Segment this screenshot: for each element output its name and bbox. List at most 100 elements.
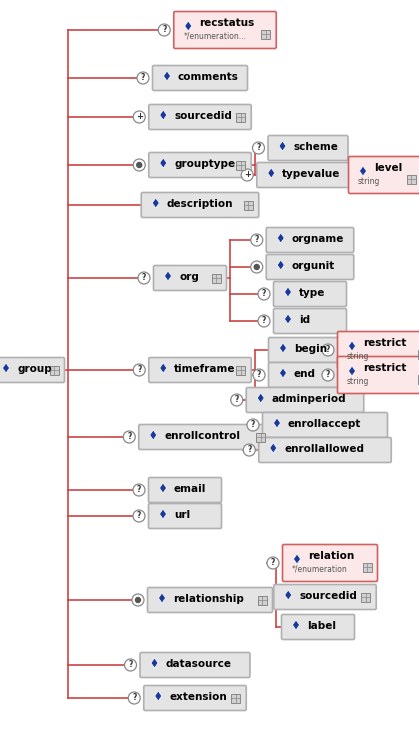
Polygon shape: [152, 198, 159, 208]
Text: ?: ?: [127, 432, 132, 441]
Text: string: string: [347, 351, 370, 360]
Polygon shape: [292, 620, 300, 630]
Circle shape: [254, 265, 259, 270]
FancyBboxPatch shape: [282, 545, 378, 581]
FancyBboxPatch shape: [417, 350, 419, 359]
Text: ?: ?: [326, 345, 330, 354]
Text: email: email: [174, 484, 207, 494]
Text: extension: extension: [169, 692, 227, 702]
FancyBboxPatch shape: [149, 357, 251, 382]
Text: url: url: [174, 510, 190, 520]
Text: ?: ?: [137, 365, 142, 374]
Text: ?: ?: [137, 485, 141, 494]
Polygon shape: [163, 71, 171, 81]
Polygon shape: [279, 343, 287, 353]
Text: */enumeration...: */enumeration...: [183, 32, 246, 40]
Polygon shape: [160, 363, 167, 373]
Polygon shape: [360, 166, 367, 176]
Text: label: label: [307, 621, 336, 631]
FancyBboxPatch shape: [153, 65, 248, 90]
Text: restrict: restrict: [363, 363, 406, 373]
FancyBboxPatch shape: [141, 193, 259, 218]
Circle shape: [133, 364, 145, 376]
Polygon shape: [158, 593, 166, 603]
Circle shape: [258, 315, 270, 327]
FancyBboxPatch shape: [406, 174, 416, 184]
FancyBboxPatch shape: [282, 614, 354, 639]
Circle shape: [258, 288, 270, 300]
Text: id: id: [299, 315, 310, 325]
Text: ?: ?: [257, 370, 261, 379]
FancyBboxPatch shape: [140, 653, 250, 678]
Text: relation: relation: [308, 551, 354, 561]
Circle shape: [138, 272, 150, 284]
Text: ?: ?: [128, 660, 133, 669]
Text: ?: ?: [247, 445, 251, 454]
Polygon shape: [274, 418, 280, 428]
FancyBboxPatch shape: [266, 228, 354, 253]
Text: ?: ?: [141, 73, 145, 82]
FancyBboxPatch shape: [212, 273, 220, 282]
Circle shape: [253, 369, 265, 381]
Text: org: org: [179, 272, 199, 282]
FancyBboxPatch shape: [0, 357, 65, 382]
FancyBboxPatch shape: [231, 694, 240, 703]
FancyBboxPatch shape: [266, 254, 354, 279]
Polygon shape: [3, 363, 10, 373]
Polygon shape: [268, 168, 275, 178]
Text: typevalue: typevalue: [282, 169, 341, 179]
Text: scheme: scheme: [293, 142, 339, 152]
Circle shape: [247, 419, 259, 431]
Circle shape: [135, 598, 140, 603]
FancyBboxPatch shape: [49, 365, 59, 375]
Text: ?: ?: [235, 395, 239, 404]
Text: ?: ?: [142, 273, 146, 282]
FancyBboxPatch shape: [149, 152, 251, 177]
FancyBboxPatch shape: [361, 592, 370, 601]
Text: ?: ?: [137, 511, 141, 520]
FancyBboxPatch shape: [269, 362, 341, 387]
Text: ?: ?: [256, 143, 261, 152]
FancyBboxPatch shape: [153, 265, 227, 290]
Text: relationship: relationship: [173, 594, 244, 604]
Polygon shape: [160, 158, 167, 168]
Text: sourcedid: sourcedid: [174, 111, 232, 121]
Polygon shape: [151, 658, 158, 668]
Text: ?: ?: [262, 316, 266, 325]
Text: ?: ?: [271, 558, 275, 567]
Text: datasource: datasource: [166, 659, 232, 669]
FancyBboxPatch shape: [236, 112, 245, 121]
Polygon shape: [285, 314, 292, 324]
FancyBboxPatch shape: [417, 375, 419, 384]
FancyBboxPatch shape: [268, 135, 348, 160]
FancyBboxPatch shape: [259, 437, 391, 462]
Circle shape: [251, 261, 263, 273]
FancyBboxPatch shape: [244, 201, 253, 209]
Text: +: +: [244, 170, 251, 179]
FancyBboxPatch shape: [337, 331, 419, 368]
Circle shape: [123, 431, 135, 443]
Polygon shape: [277, 260, 284, 270]
FancyBboxPatch shape: [174, 12, 276, 49]
FancyBboxPatch shape: [149, 104, 251, 129]
Text: comments: comments: [178, 72, 239, 82]
Text: recstatus: recstatus: [199, 18, 254, 28]
Circle shape: [137, 72, 149, 84]
FancyBboxPatch shape: [349, 157, 419, 193]
FancyBboxPatch shape: [274, 282, 347, 306]
Polygon shape: [349, 341, 355, 351]
FancyBboxPatch shape: [139, 425, 271, 450]
Text: */enumeration: */enumeration: [292, 564, 348, 573]
FancyBboxPatch shape: [144, 686, 246, 711]
Text: restrict: restrict: [363, 338, 406, 348]
FancyBboxPatch shape: [246, 387, 364, 412]
Text: ?: ?: [251, 420, 255, 429]
Circle shape: [137, 162, 142, 168]
Polygon shape: [285, 287, 292, 297]
Polygon shape: [279, 141, 286, 151]
Text: ?: ?: [255, 235, 259, 244]
Circle shape: [128, 692, 140, 704]
Polygon shape: [160, 110, 167, 120]
Polygon shape: [160, 483, 166, 493]
FancyBboxPatch shape: [236, 160, 245, 170]
